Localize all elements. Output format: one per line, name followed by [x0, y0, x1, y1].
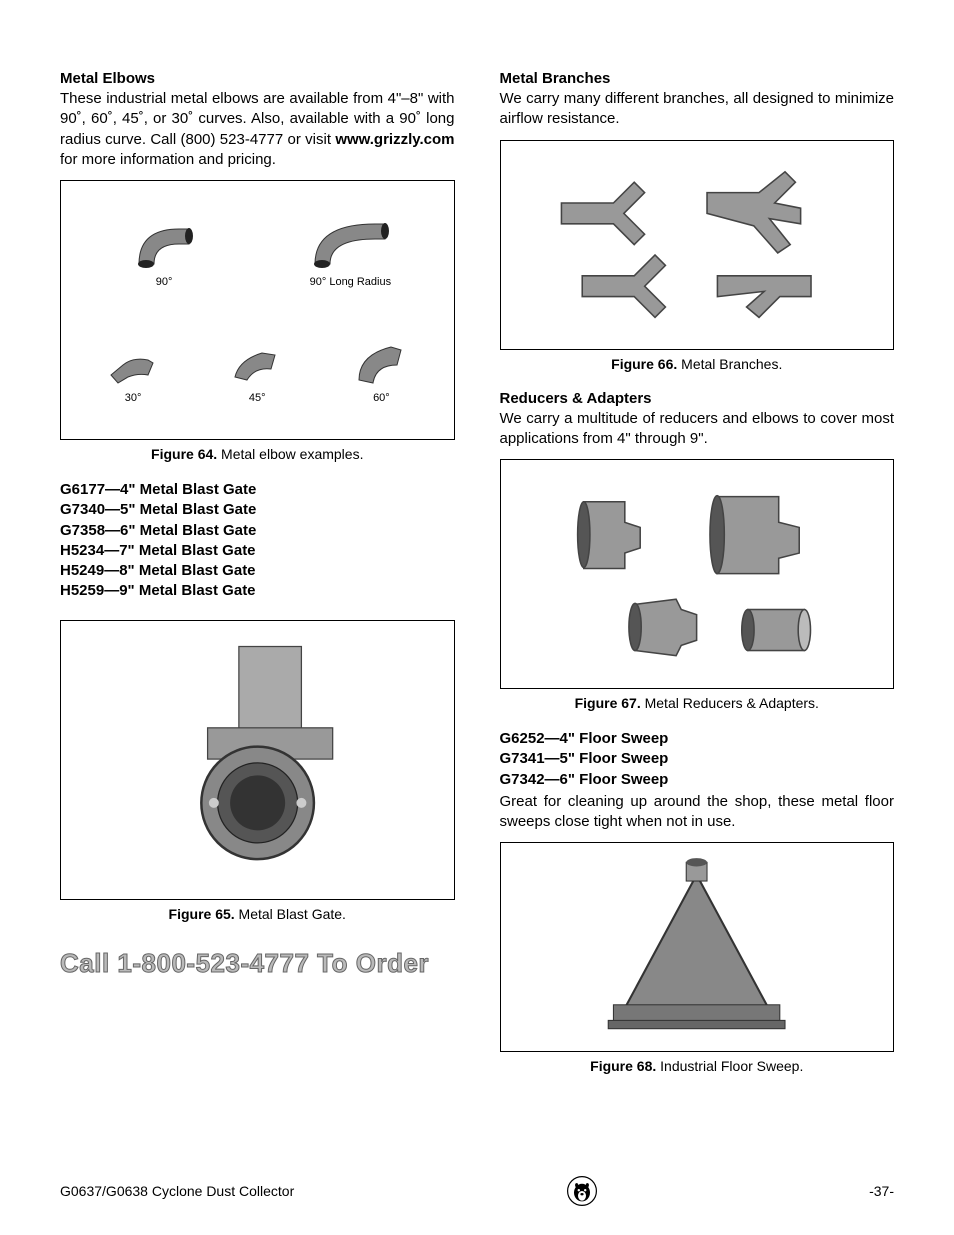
- elbows-url: www.grizzly.com: [335, 131, 454, 148]
- grizzly-logo-icon: [566, 1175, 598, 1207]
- figure-65-box: [60, 620, 455, 900]
- body-floor-sweep: Great for cleaning up around the shop, t…: [500, 792, 895, 833]
- figure-64-caption: Figure 64. Metal elbow examples.: [60, 446, 455, 462]
- reducers-icon: [520, 471, 873, 676]
- call-to-order-banner: Call 1-800-523-4777 To Order: [60, 948, 455, 979]
- figure-64-box: 90° 90° Long Radius: [60, 180, 455, 440]
- list-item: H5234—7" Metal Blast Gate: [60, 541, 455, 561]
- heading-reducers: Reducers & Adapters: [500, 390, 895, 407]
- footer-right: -37-: [869, 1183, 894, 1199]
- figure-65-caption: Figure 65. Metal Blast Gate.: [60, 906, 455, 922]
- list-item: H5259—9" Metal Blast Gate: [60, 581, 455, 601]
- fig66-label: Figure 66.: [611, 356, 677, 372]
- fig68-label: Figure 68.: [590, 1058, 656, 1074]
- label-90lr: 90° Long Radius: [310, 276, 391, 288]
- fig67-text: Metal Reducers & Adapters.: [641, 695, 819, 711]
- label-90: 90°: [156, 276, 173, 288]
- fig68-text: Industrial Floor Sweep.: [656, 1058, 803, 1074]
- figure-67-caption: Figure 67. Metal Reducers & Adapters.: [500, 695, 895, 711]
- list-item: G7341—5" Floor Sweep: [500, 749, 895, 769]
- elbows-text-2: for more information and pricing.: [60, 151, 276, 168]
- elbow-90-icon: [129, 214, 199, 274]
- fig65-text: Metal Blast Gate.: [235, 906, 346, 922]
- right-column: Metal Branches We carry many different b…: [500, 70, 895, 1092]
- page-footer: G0637/G0638 Cyclone Dust Collector -37-: [60, 1175, 894, 1207]
- figure-68-box: [500, 842, 895, 1052]
- body-metal-elbows: These industrial metal elbows are availa…: [60, 89, 455, 170]
- left-column: Metal Elbows These industrial metal elbo…: [60, 70, 455, 1092]
- section-floor-sweep: G6252—4" Floor Sweep G7341—5" Floor Swee…: [500, 729, 895, 1074]
- floor-sweep-icon: [520, 854, 873, 1041]
- elbow-60-icon: [351, 335, 411, 390]
- list-item: H5249—8" Metal Blast Gate: [60, 561, 455, 581]
- list-item: G6252—4" Floor Sweep: [500, 729, 895, 749]
- figure-68-caption: Figure 68. Industrial Floor Sweep.: [500, 1058, 895, 1074]
- section-metal-elbows: Metal Elbows These industrial metal elbo…: [60, 70, 455, 462]
- list-item: G7340—5" Metal Blast Gate: [60, 500, 455, 520]
- section-reducers: Reducers & Adapters We carry a multitude…: [500, 390, 895, 712]
- body-reducers: We carry a multitude of reducers and elb…: [500, 409, 895, 450]
- footer-left: G0637/G0638 Cyclone Dust Collector: [60, 1183, 294, 1199]
- figure-66-caption: Figure 66. Metal Branches.: [500, 356, 895, 372]
- fig64-text: Metal elbow examples.: [217, 446, 363, 462]
- fig64-label: Figure 64.: [151, 446, 217, 462]
- branches-icon: [520, 151, 873, 338]
- elbow-45-icon: [227, 335, 287, 390]
- label-60: 60°: [373, 392, 390, 404]
- figure-66-box: [500, 140, 895, 350]
- fig66-text: Metal Branches.: [677, 356, 782, 372]
- blast-gate-list: G6177—4" Metal Blast Gate G7340—5" Metal…: [60, 480, 455, 602]
- list-item: G7342—6" Floor Sweep: [500, 770, 895, 790]
- section-metal-branches: Metal Branches We carry many different b…: [500, 70, 895, 372]
- heading-metal-elbows: Metal Elbows: [60, 70, 455, 87]
- fig65-label: Figure 65.: [169, 906, 235, 922]
- list-item: G6177—4" Metal Blast Gate: [60, 480, 455, 500]
- elbow-30-icon: [103, 335, 163, 390]
- fig67-label: Figure 67.: [575, 695, 641, 711]
- body-metal-branches: We carry many different branches, all de…: [500, 89, 895, 130]
- label-45: 45°: [249, 392, 266, 404]
- elbow-90lr-icon: [305, 214, 395, 274]
- label-30: 30°: [125, 392, 142, 404]
- heading-metal-branches: Metal Branches: [500, 70, 895, 87]
- figure-67-box: [500, 459, 895, 689]
- blast-gate-icon: [81, 634, 434, 884]
- list-item: G7358—6" Metal Blast Gate: [60, 521, 455, 541]
